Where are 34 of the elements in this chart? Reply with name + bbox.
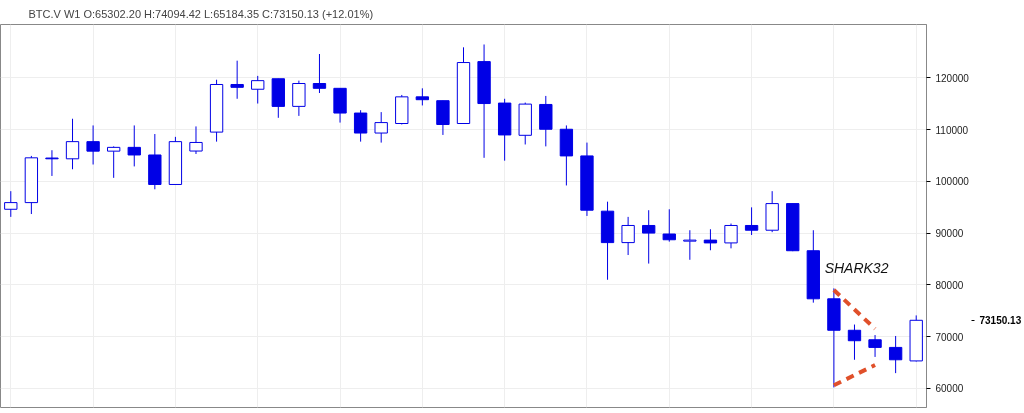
candlestick (642, 209, 656, 265)
candlestick (847, 324, 862, 361)
candlestick (4, 190, 18, 218)
candlestick (312, 53, 327, 94)
candlestick (65, 118, 80, 170)
annotation: SHARK32 (824, 260, 889, 277)
candlestick (230, 60, 244, 100)
candlestick (45, 149, 59, 177)
candlestick (662, 208, 676, 243)
candlestick (621, 216, 635, 256)
y-tick-label: 100000 (935, 176, 970, 188)
candlestick (189, 125, 203, 155)
chart-title: BTC.V W1 O:65302.20 H:74094.42 L:65184.35 C:73150.13 (+12.01%) (28, 7, 374, 20)
candlestick (436, 100, 450, 136)
candlestick (888, 335, 903, 374)
candlestick (251, 75, 265, 105)
candlestick (107, 145, 121, 179)
candlestick (724, 223, 738, 249)
y-tick-label: 120000 (935, 72, 970, 84)
text: 73150.13 (979, 315, 1022, 327)
candlestick (127, 124, 141, 167)
y-tick-label: 70000 (935, 331, 964, 343)
candlestick (703, 228, 718, 251)
y-tick-label: 90000 (935, 228, 964, 240)
y-tick-label: 80000 (935, 279, 964, 291)
candlestick (86, 124, 100, 165)
candlestick (744, 206, 759, 236)
candlestick (292, 80, 306, 117)
candlestick (353, 109, 368, 143)
candlestick (683, 229, 697, 261)
candlestick (868, 334, 882, 358)
y-tick-label: 110000 (935, 124, 969, 136)
y-tick-label: 60000 (935, 383, 964, 395)
candlestick (374, 111, 388, 144)
